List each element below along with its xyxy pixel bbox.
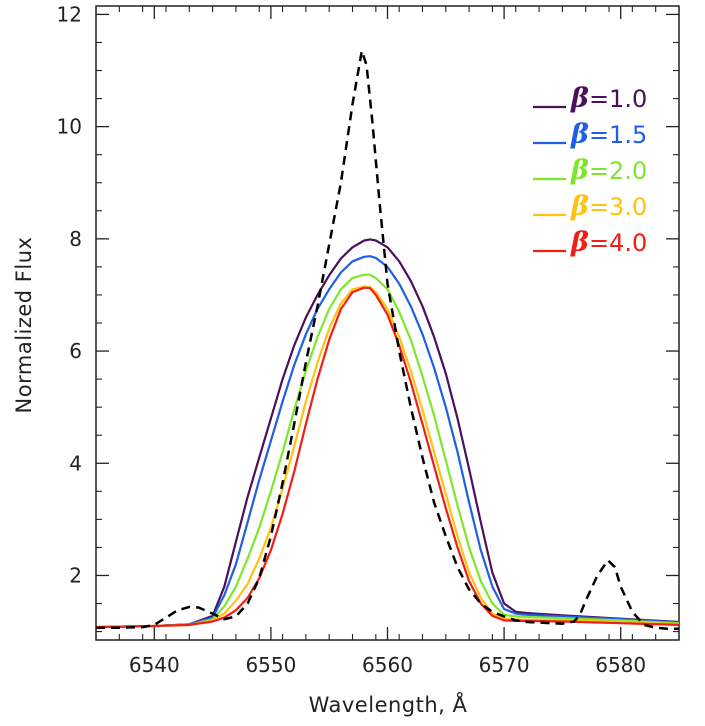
legend-beta-symbol: β [570,227,589,258]
y-tick-label: 10 [57,115,82,139]
model-line-beta-1-0 [95,238,680,629]
legend-value: 4.0 [609,229,647,257]
x-tick-labels: 6540 6550 6560 6570 6580 [129,653,646,677]
legend-label: β=4.0 [570,227,647,258]
legend-beta-symbol: β [570,191,589,222]
model-line-beta-2-0 [95,273,680,629]
legend-value: 2.0 [609,157,647,185]
observed-layer [96,49,679,631]
x-tick-label: 6560 [362,653,413,677]
y-tick-label: 12 [57,2,82,26]
x-tick-label: 6540 [129,653,180,677]
series-layer [95,238,680,629]
legend-beta-symbol: β [570,155,589,186]
x-axis-title: Wavelength, Å [309,691,468,717]
legend-equals: = [589,157,609,185]
model-line-beta-1-5 [95,255,680,629]
y-tick-label: 2 [69,563,82,587]
legend-equals: = [589,229,609,257]
axis-ticks [95,6,680,640]
legend-equals: = [589,193,609,221]
legend-label: β=2.0 [570,155,647,186]
legend-beta-symbol: β [570,119,589,150]
model-line-beta-4-0 [95,286,680,629]
legend-label: β=3.0 [570,191,647,222]
y-tick-label: 8 [69,227,82,251]
legend-value: 3.0 [609,193,647,221]
model-line-beta-3-0 [95,285,680,629]
legend: β=1.0β=1.5β=2.0β=3.0β=4.0 [533,83,647,258]
legend-value: 1.5 [609,121,647,149]
x-tick-label: 6570 [479,653,530,677]
y-tick-label: 6 [69,339,82,363]
y-tick-label: 4 [69,451,82,475]
legend-equals: = [589,121,609,149]
y-tick-labels: 2 4 6 8 10 12 [57,2,82,587]
legend-beta-symbol: β [570,83,589,114]
y-axis-title: Normalized Flux [12,237,36,414]
legend-equals: = [589,85,609,113]
observed-line [96,49,679,631]
legend-value: 1.0 [609,85,647,113]
x-tick-label: 6550 [245,653,296,677]
x-tick-label: 6580 [595,653,646,677]
legend-label: β=1.0 [570,83,647,114]
legend-label: β=1.5 [570,119,647,150]
